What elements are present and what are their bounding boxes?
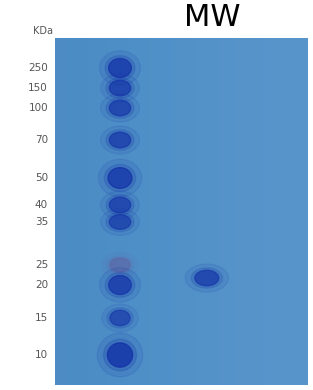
Ellipse shape	[106, 130, 134, 150]
Text: 250: 250	[28, 63, 48, 73]
Ellipse shape	[185, 264, 228, 292]
Ellipse shape	[97, 333, 143, 377]
Ellipse shape	[106, 213, 134, 232]
Text: 50: 50	[35, 173, 48, 183]
Ellipse shape	[101, 94, 139, 122]
Text: 150: 150	[28, 83, 48, 93]
Ellipse shape	[102, 304, 138, 332]
Ellipse shape	[105, 273, 135, 298]
Ellipse shape	[105, 56, 135, 80]
Ellipse shape	[98, 159, 141, 197]
Ellipse shape	[110, 310, 130, 326]
Ellipse shape	[104, 165, 136, 191]
Ellipse shape	[100, 51, 141, 85]
Ellipse shape	[110, 258, 130, 272]
Ellipse shape	[109, 132, 131, 148]
Ellipse shape	[107, 308, 133, 328]
Ellipse shape	[107, 256, 133, 274]
Ellipse shape	[107, 343, 133, 367]
Ellipse shape	[104, 339, 136, 371]
Ellipse shape	[109, 100, 131, 116]
Ellipse shape	[195, 270, 219, 286]
Ellipse shape	[106, 98, 134, 118]
Text: 70: 70	[35, 135, 48, 145]
Ellipse shape	[108, 168, 132, 188]
Ellipse shape	[101, 209, 139, 235]
Text: 100: 100	[28, 103, 48, 113]
Text: 25: 25	[35, 260, 48, 270]
Ellipse shape	[109, 58, 131, 78]
Ellipse shape	[102, 252, 138, 278]
Ellipse shape	[109, 275, 131, 294]
Ellipse shape	[191, 268, 223, 288]
Text: MW: MW	[184, 3, 240, 32]
Ellipse shape	[109, 80, 131, 96]
Text: 15: 15	[35, 313, 48, 323]
Ellipse shape	[101, 191, 139, 219]
Text: 35: 35	[35, 217, 48, 227]
Text: 20: 20	[35, 280, 48, 290]
Ellipse shape	[101, 74, 139, 102]
Ellipse shape	[106, 78, 134, 98]
Ellipse shape	[100, 268, 141, 302]
Ellipse shape	[106, 195, 134, 215]
Ellipse shape	[109, 197, 131, 213]
Text: KDa: KDa	[33, 26, 53, 36]
Ellipse shape	[109, 215, 131, 229]
Text: 10: 10	[35, 350, 48, 360]
Ellipse shape	[101, 126, 139, 154]
Text: 40: 40	[35, 200, 48, 210]
